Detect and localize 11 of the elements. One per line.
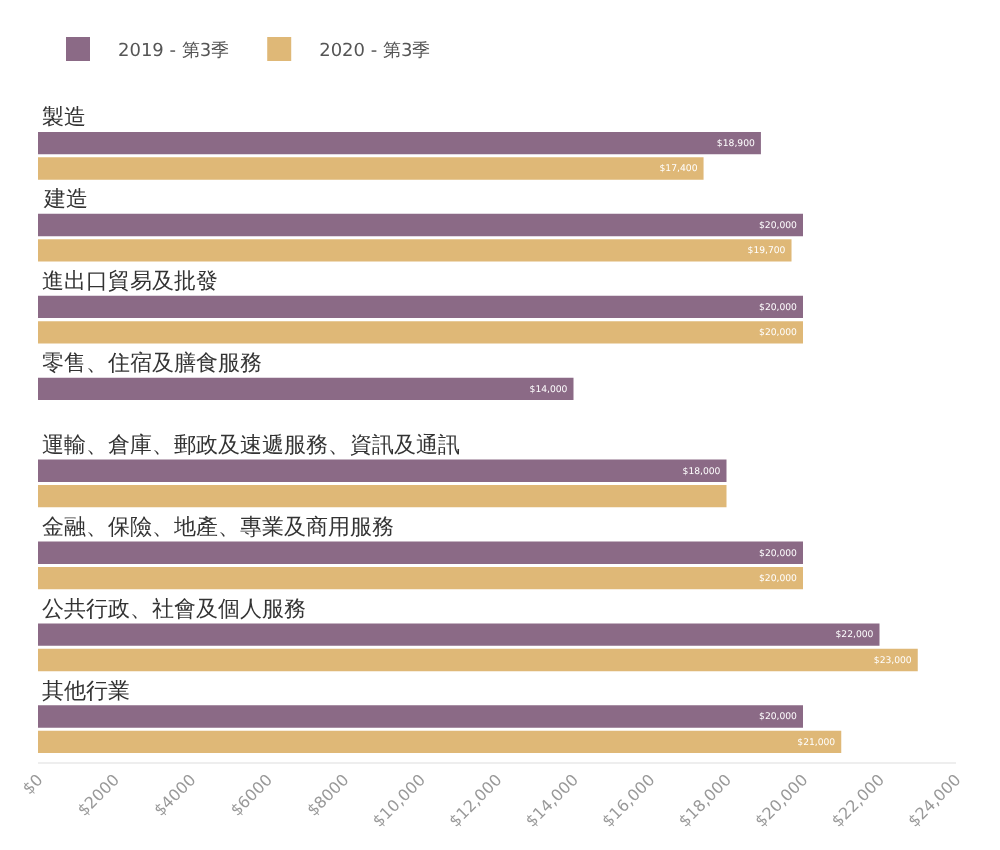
y-tick-label: 運輸、倉庫、郵政及速遞服務、資訊及通訊	[42, 432, 460, 458]
y-tick-label: 金融、保險、地產、專業及商用服務	[42, 514, 394, 540]
legend-label: 2019 - 第3季	[118, 40, 230, 63]
x-tick-label: $0	[19, 770, 47, 799]
y-tick-label: 公共行政、社會及個人服務	[42, 596, 306, 622]
y-tick-label: 製造	[42, 104, 86, 130]
y-tick-label: 其他行業	[42, 678, 130, 704]
y-tick-label: 零售、住宿及膳食服務	[42, 350, 262, 376]
y-tick-label: 進出口貿易及批發	[42, 268, 218, 294]
legend-label: 2020 - 第3季	[319, 40, 431, 63]
y-tick-label: 建造	[42, 186, 88, 212]
